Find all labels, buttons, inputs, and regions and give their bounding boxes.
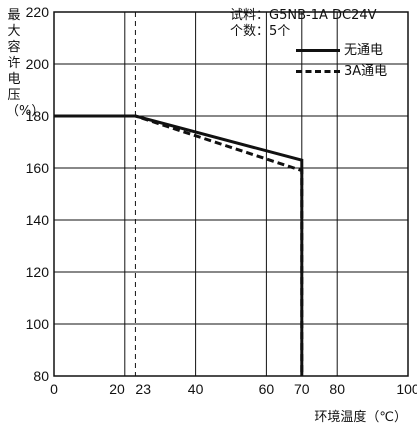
y-tick-label: 160 [26,160,50,176]
legend: 试料： G5NB-1A DC24V 个数： 5个 无通电 3A通电 [230,8,387,82]
x-tick-label: 100 [396,381,417,397]
y-tick-label: 220 [26,4,50,20]
info-sample-value: G5NB-1A DC24V [269,8,377,23]
x-tick-label: 70 [294,381,310,397]
plot-frame [53,11,409,377]
series-lines [54,114,304,376]
x-tick-label: 80 [329,381,345,397]
x-tick-label: 0 [50,381,58,397]
legend-label-dashed: 3A通电 [344,63,388,79]
legend-swatch-solid [296,49,340,52]
y-tick-label: 100 [26,316,50,332]
y-tick-label: 120 [26,264,50,280]
x-axis-label: 环境温度（℃） [314,410,407,425]
x-tick-label: 40 [188,381,204,397]
x-tick-label: 60 [259,381,275,397]
series-line-solid [54,114,304,376]
info-count-label: 个数： [230,24,270,39]
info-count: 个数： 5个 [230,24,387,40]
series-line-dashed [54,114,304,376]
y-tick-label: 140 [26,212,50,228]
y-tick-label: 180 [26,108,50,124]
legend-label-solid: 无通电 [344,42,384,58]
x-tick-label: 20 [109,381,125,397]
legend-swatch-dashed [296,70,340,73]
legend-entry-dashed: 3A通电 [296,61,387,82]
y-tick-label: 200 [26,56,50,72]
info-count-value: 5个 [269,24,291,39]
info-sample: 试料： G5NB-1A DC24V [230,8,387,24]
y-axis-label: 最大容许电压（%） [6,8,45,119]
x-tick-label: 23 [135,381,151,397]
legend-entry-solid: 无通电 [296,40,387,61]
info-sample-label: 试料： [230,8,270,23]
y-tick-label: 80 [33,368,49,384]
axis-ticks: 80 100 120 140 160 180 200 220 0 20 23 40 60 70 80 100 [26,4,417,397]
